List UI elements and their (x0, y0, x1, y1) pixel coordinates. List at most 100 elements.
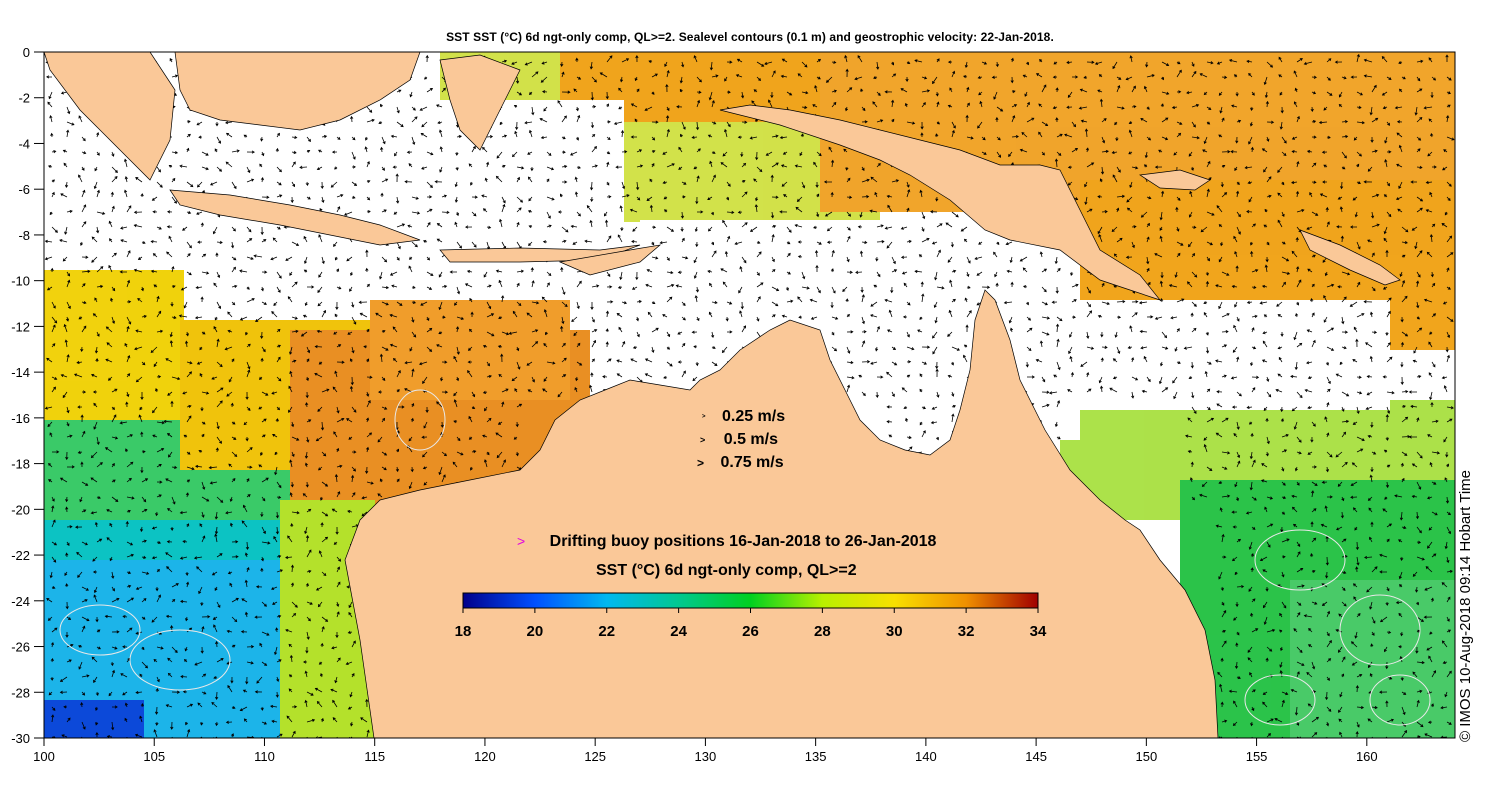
velocity-arrow (561, 226, 569, 233)
velocity-arrow (226, 629, 233, 633)
velocity-arrow (681, 370, 686, 378)
velocity-arrow (681, 195, 686, 199)
velocity-arrow (1233, 700, 1238, 708)
velocity-arrow (1369, 474, 1373, 483)
velocity-arrow (606, 161, 610, 168)
velocity-arrow (1230, 376, 1238, 380)
velocity-arrow (96, 132, 100, 138)
velocity-arrow (1052, 106, 1058, 110)
velocity-arrow (964, 297, 968, 303)
velocity-arrow (1306, 226, 1313, 230)
velocity-arrow (886, 371, 893, 378)
velocity-arrow (1218, 224, 1223, 228)
velocity-arrow (1067, 389, 1073, 393)
velocity-arrow (906, 181, 910, 188)
velocity-arrow (651, 150, 656, 154)
velocity-arrow (1341, 316, 1345, 325)
velocity-arrow (886, 420, 893, 424)
velocity-arrow (1429, 461, 1433, 468)
velocity-arrow (951, 298, 956, 303)
velocity-arrow (201, 511, 205, 518)
velocity-arrow (48, 91, 53, 100)
velocity-arrow (1160, 190, 1165, 198)
velocity-arrow (1309, 192, 1313, 198)
velocity-arrow (137, 256, 143, 260)
velocity-arrow (110, 191, 114, 198)
velocity-arrow (1379, 553, 1388, 558)
velocity-arrow (1140, 211, 1148, 218)
velocity-arrow (1424, 733, 1433, 738)
velocity-arrow (681, 316, 686, 321)
velocity-arrow (1205, 331, 1209, 336)
velocity-arrow (1335, 373, 1343, 378)
velocity-arrow (781, 58, 788, 63)
velocity-arrow (109, 238, 113, 243)
velocity-arrow (1401, 451, 1408, 456)
velocity-arrow (471, 195, 478, 199)
velocity-arrow (724, 128, 728, 138)
velocity-arrow (965, 114, 969, 123)
velocity-arrow (246, 150, 256, 154)
velocity-arrow (165, 614, 173, 619)
velocity-arrow (290, 196, 294, 204)
velocity-arrow (180, 675, 188, 679)
y-tick-label: -16 (11, 411, 30, 426)
velocity-arrow (1235, 601, 1239, 608)
velocity-arrow (302, 493, 308, 498)
velocity-arrow (1369, 601, 1373, 610)
velocity-arrow (141, 361, 146, 366)
velocity-arrow (1281, 449, 1288, 453)
velocity-arrow (546, 166, 555, 171)
velocity-arrow (182, 391, 188, 395)
velocity-arrow (1220, 657, 1224, 663)
velocity-arrow (631, 286, 638, 290)
velocity-arrow (1233, 616, 1238, 621)
velocity-arrow (111, 205, 115, 213)
velocity-arrow (1080, 361, 1088, 367)
velocity-arrow (81, 541, 88, 546)
velocity-arrow (377, 436, 383, 443)
velocity-arrow (1311, 537, 1317, 543)
velocity-arrow (201, 615, 211, 619)
velocity-arrow (1386, 586, 1390, 592)
velocity-arrow (1323, 294, 1328, 303)
velocity-arrow (351, 165, 356, 169)
velocity-arrow (171, 646, 178, 653)
velocity-arrow (167, 672, 173, 678)
velocity-arrow (1371, 252, 1375, 258)
velocity-arrow (1326, 658, 1332, 663)
velocity-arrow (199, 523, 203, 528)
velocity-arrow (366, 160, 370, 168)
velocity-arrow (1249, 672, 1253, 678)
velocity-arrow (126, 477, 132, 483)
velocity-arrow (44, 256, 53, 261)
velocity-arrow (1140, 346, 1148, 350)
velocity-arrow (1296, 451, 1302, 455)
velocity-arrow (1026, 61, 1029, 66)
velocity-arrow (696, 76, 702, 83)
velocity-arrow (455, 166, 459, 171)
velocity-arrow (245, 391, 249, 400)
velocity-arrow (861, 340, 866, 348)
velocity-arrow (242, 504, 248, 513)
velocity-arrow (678, 166, 683, 170)
velocity-arrow (291, 316, 298, 320)
velocity-arrow (1114, 121, 1118, 126)
velocity-arrow (561, 136, 566, 140)
velocity-arrow (1218, 91, 1223, 96)
velocity-arrow (1221, 640, 1227, 648)
velocity-arrow (501, 401, 505, 408)
velocity-arrow (397, 405, 405, 409)
velocity-arrow (1041, 121, 1049, 126)
velocity-arrow (516, 196, 524, 203)
velocity-arrow (1146, 376, 1151, 383)
velocity-arrow (260, 177, 264, 183)
velocity-arrow (126, 597, 135, 603)
velocity-arrow (156, 295, 160, 303)
velocity-arrow (125, 401, 129, 408)
velocity-arrow (936, 223, 943, 228)
velocity-arrow (949, 87, 953, 93)
velocity-arrow (289, 271, 293, 276)
velocity-arrow (156, 494, 162, 498)
velocity-arrow (411, 136, 416, 146)
